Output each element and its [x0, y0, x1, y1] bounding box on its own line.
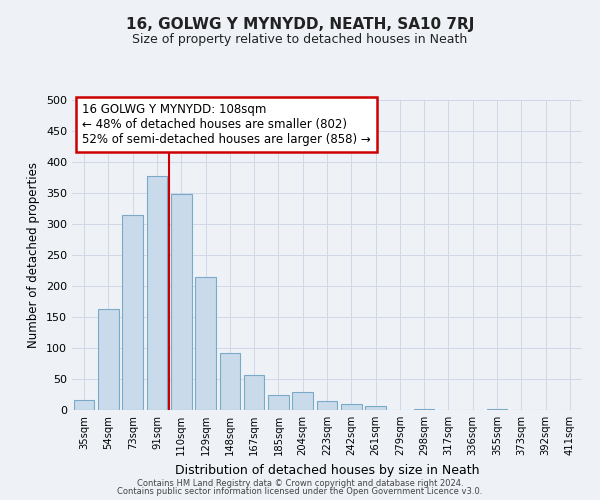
- Bar: [195, 278, 216, 410]
- Bar: [220, 353, 240, 410]
- Bar: [268, 394, 289, 410]
- Text: Size of property relative to detached houses in Neath: Size of property relative to detached ho…: [133, 32, 467, 46]
- Bar: [414, 409, 434, 410]
- Bar: [122, 214, 143, 410]
- Bar: [317, 400, 337, 410]
- Text: 16, GOLWG Y MYNYDD, NEATH, SA10 7RJ: 16, GOLWG Y MYNYDD, NEATH, SA10 7RJ: [126, 18, 474, 32]
- Bar: [365, 406, 386, 410]
- Bar: [171, 194, 191, 410]
- Bar: [146, 176, 167, 410]
- Text: 16 GOLWG Y MYNYDD: 108sqm
← 48% of detached houses are smaller (802)
52% of semi: 16 GOLWG Y MYNYDD: 108sqm ← 48% of detac…: [82, 103, 371, 146]
- Bar: [292, 392, 313, 410]
- Bar: [341, 404, 362, 410]
- Y-axis label: Number of detached properties: Number of detached properties: [28, 162, 40, 348]
- Bar: [98, 309, 119, 410]
- Text: Contains public sector information licensed under the Open Government Licence v3: Contains public sector information licen…: [118, 487, 482, 496]
- Bar: [244, 376, 265, 410]
- X-axis label: Distribution of detached houses by size in Neath: Distribution of detached houses by size …: [175, 464, 479, 476]
- Text: Contains HM Land Registry data © Crown copyright and database right 2024.: Contains HM Land Registry data © Crown c…: [137, 478, 463, 488]
- Bar: [74, 400, 94, 410]
